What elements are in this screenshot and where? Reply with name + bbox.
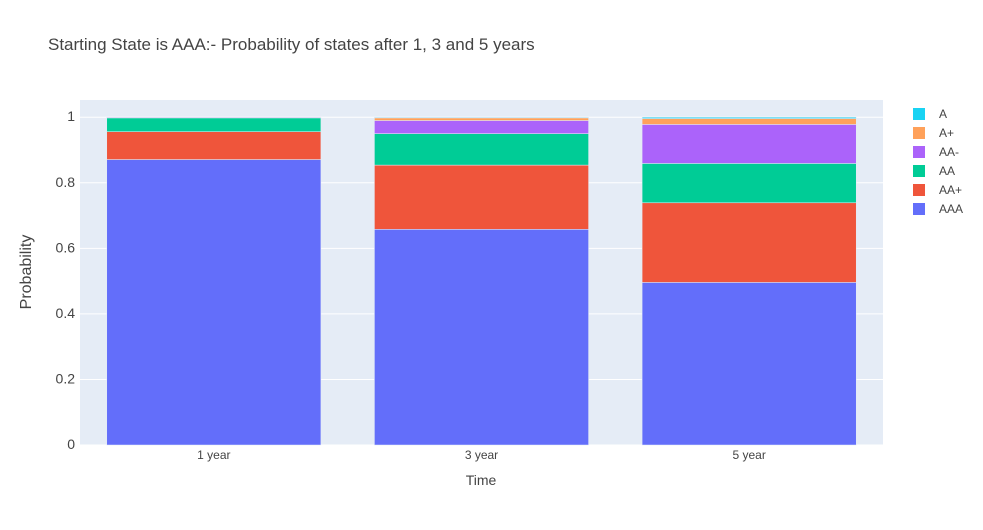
x-tick-label: 5 year (732, 448, 765, 462)
bar-aaa-2 (641, 282, 857, 446)
bar-aa-1 (374, 133, 589, 166)
bar-aplus-1 (374, 117, 589, 121)
y-tick-label: 0.6 (56, 239, 76, 255)
legend-label: AA (939, 164, 955, 178)
x-tick-label: 3 year (465, 448, 498, 462)
legend-item[interactable]: AA (913, 164, 955, 178)
bar-a-2 (641, 116, 857, 119)
y-tick-label: 0 (67, 436, 75, 452)
bar-aaminus-1 (374, 120, 589, 134)
bar-aa-2 (641, 163, 857, 204)
legend-label: AA+ (939, 183, 962, 197)
x-axis-ticks: 1 year 3 year 5 year (197, 448, 766, 462)
legend-item[interactable]: A+ (913, 126, 954, 140)
bar-aaa-0 (106, 159, 322, 446)
legend-swatch (913, 203, 925, 215)
bar-aaminus-2 (641, 124, 857, 164)
x-tick-label: 1 year (197, 448, 230, 462)
legend-label: AAA (939, 202, 963, 216)
bar-aplus-2 (641, 118, 857, 125)
y-axis-title: Probability (18, 235, 35, 310)
bars (106, 116, 857, 446)
bar-aaminus-0 (106, 116, 322, 119)
bar-aaplus-0 (106, 131, 322, 160)
chart-title: Starting State is AAA:- Probability of s… (48, 35, 535, 54)
y-tick-label: 0.4 (56, 305, 76, 321)
legend-swatch (913, 165, 925, 177)
bar-a-1 (374, 116, 589, 119)
legend-swatch (913, 184, 925, 196)
legend-item[interactable]: AA- (913, 145, 959, 159)
legend-item[interactable]: AAA (913, 202, 963, 216)
legend-swatch (913, 146, 925, 158)
y-tick-label: 0.8 (56, 174, 76, 190)
legend-item[interactable]: AA+ (913, 183, 962, 197)
y-axis-ticks: 0 0.2 0.4 0.6 0.8 1 (56, 108, 76, 452)
legend-swatch (913, 127, 925, 139)
y-tick-label: 0.2 (56, 370, 76, 386)
y-tick-label: 1 (67, 108, 75, 124)
legend-label: A (939, 107, 947, 121)
legend-label: A+ (939, 126, 954, 140)
legend-label: AA- (939, 145, 959, 159)
bar-aaa-1 (374, 229, 589, 446)
legend-item[interactable]: A (913, 107, 947, 121)
bar-aaplus-1 (374, 164, 589, 230)
bar-aaplus-2 (641, 202, 857, 283)
bar-aa-0 (106, 117, 322, 132)
x-axis-title: Time (466, 472, 497, 488)
legend-swatch (913, 108, 925, 120)
